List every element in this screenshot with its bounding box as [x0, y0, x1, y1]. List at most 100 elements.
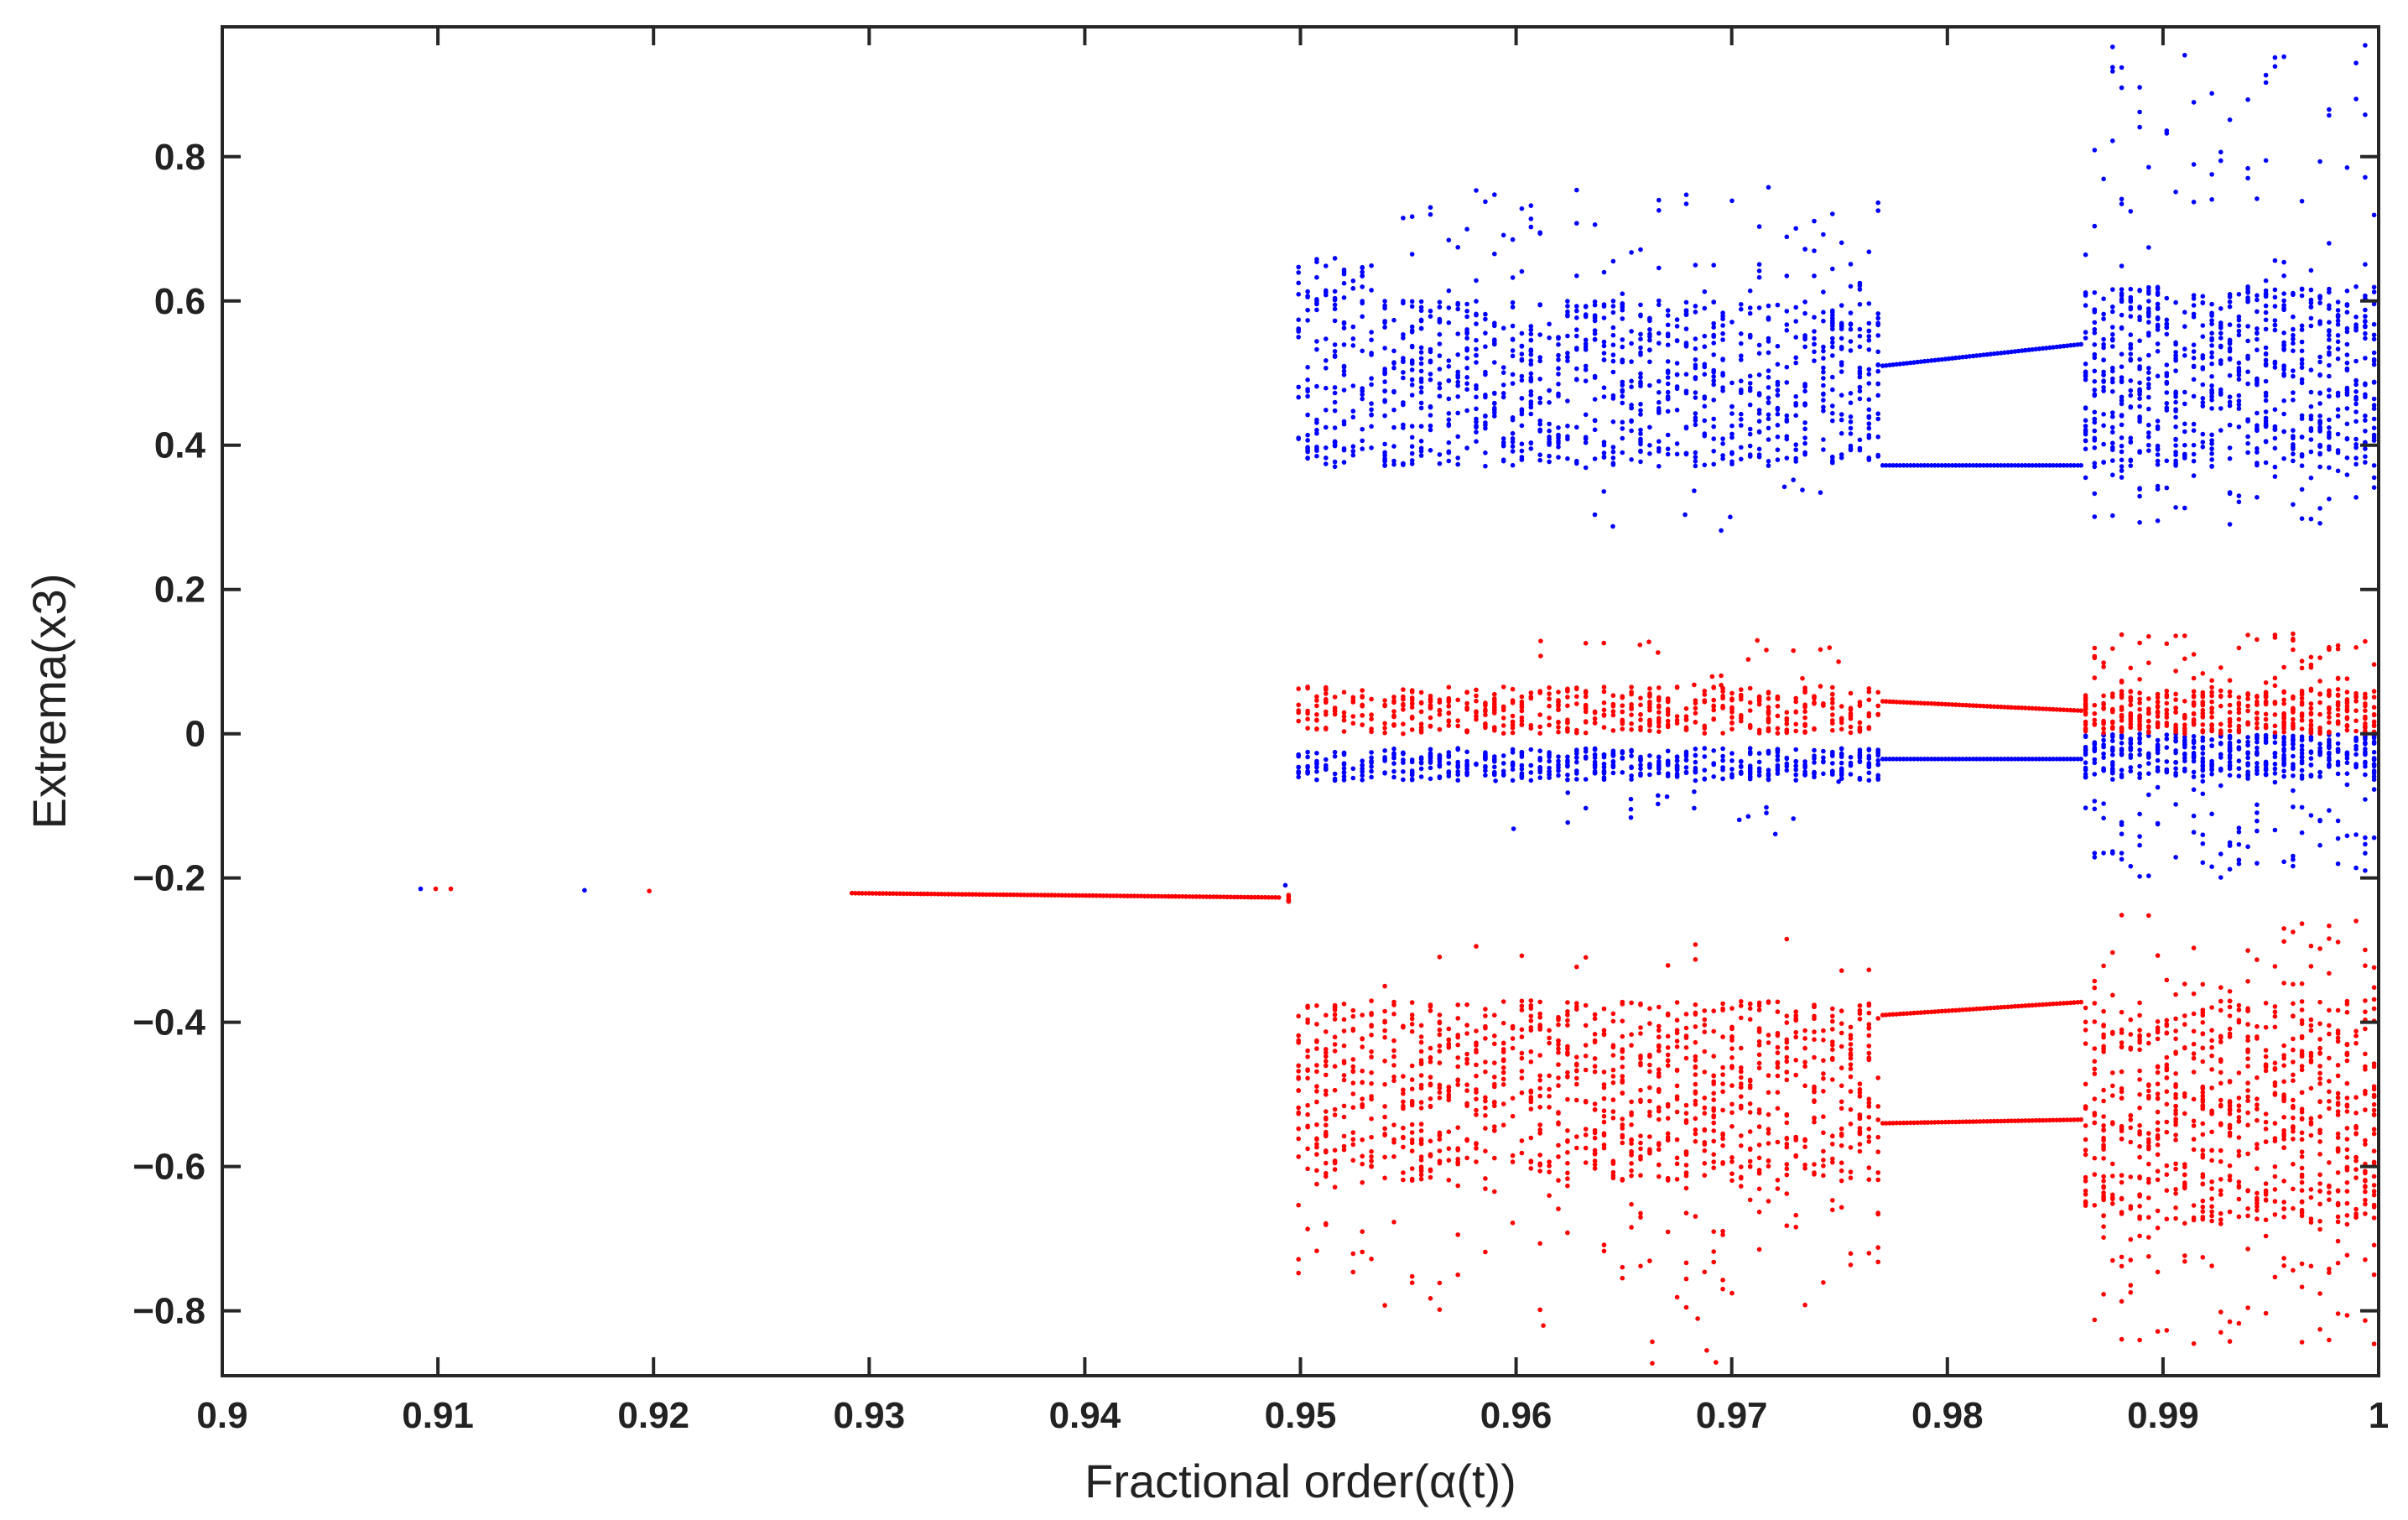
data-point: [1629, 721, 1634, 726]
data-point: [2353, 394, 2359, 400]
data-point: [2092, 799, 2098, 804]
data-point: [2110, 458, 2115, 463]
data-point: [2043, 1002, 2049, 1007]
data-point: [1702, 462, 1708, 468]
data-point: [2291, 434, 2296, 439]
data-point: [1401, 462, 1406, 467]
data-point: [1360, 1249, 1365, 1255]
data-point: [1857, 280, 1863, 286]
data-point: [1629, 329, 1634, 334]
data-point: [1519, 1055, 1525, 1061]
data-point: [1350, 766, 1356, 772]
data-point: [1739, 1069, 1744, 1074]
data-point: [1360, 769, 1365, 774]
data-point: [1683, 308, 1689, 313]
data-point: [1324, 1072, 1329, 1078]
data-point: [1674, 1083, 1680, 1089]
data-point: [1802, 1064, 1807, 1070]
data-point: [2227, 491, 2233, 497]
data-point: [1409, 1016, 1415, 1022]
data-point: [1483, 414, 1488, 419]
data-point: [2263, 362, 2269, 368]
data-point: [2255, 326, 2260, 331]
data-point: [1409, 435, 1415, 440]
data-point: [2040, 706, 2046, 711]
data-point: [1510, 767, 1516, 772]
data-point: [1418, 1172, 1424, 1178]
data-point: [1857, 326, 1863, 332]
data-point: [2371, 475, 2377, 481]
data-point: [2291, 336, 2296, 342]
data-point: [1884, 757, 1889, 762]
data-point: [1848, 425, 1854, 431]
data-point: [2255, 450, 2260, 455]
data-point: [1382, 1303, 1387, 1308]
data-point: [1464, 347, 1469, 353]
data-point: [1528, 1002, 1534, 1008]
data-point: [1925, 757, 1931, 762]
data-point: [2245, 761, 2250, 766]
data-point: [1305, 1003, 1310, 1009]
data-point: [1656, 1067, 1662, 1072]
data-point: [1547, 775, 1552, 780]
data-point: [1296, 774, 1301, 780]
data-point: [1500, 232, 1506, 238]
data-point: [2119, 443, 2125, 449]
data-point: [1665, 761, 1671, 766]
data-point: [1830, 691, 1835, 697]
data-point: [1519, 752, 1525, 757]
data-point: [1857, 287, 1863, 292]
data-point: [1418, 1128, 1424, 1133]
data-point: [1565, 1012, 1570, 1018]
data-point: [2327, 808, 2332, 813]
data-point: [1314, 1181, 1319, 1187]
data-point: [1455, 759, 1460, 765]
data-point: [2191, 745, 2197, 750]
data-point: [904, 891, 910, 897]
data-point: [2110, 734, 2115, 740]
data-point: [1720, 757, 1725, 763]
data-point: [2363, 841, 2368, 847]
data-point: [1492, 757, 1497, 762]
data-point: [1360, 712, 1365, 718]
data-point: [1474, 1141, 1479, 1146]
data-point: [1683, 1210, 1689, 1215]
data-point: [1970, 1007, 1976, 1012]
data-point: [2023, 1118, 2028, 1123]
data-point: [1341, 761, 1347, 766]
data-point: [1784, 1223, 1790, 1228]
data-point: [1474, 709, 1479, 714]
data-point: [2137, 487, 2142, 492]
data-point: [1683, 201, 1689, 206]
data-point: [1981, 463, 1986, 468]
data-point: [2255, 802, 2260, 808]
data-point: [1784, 1077, 1790, 1083]
data-point: [1857, 727, 1863, 732]
data-point: [1369, 774, 1374, 780]
data-point: [2363, 356, 2368, 361]
data-point: [1638, 375, 1643, 380]
data-point: [1784, 1136, 1790, 1142]
data-point: [1369, 337, 1374, 343]
data-point: [1857, 755, 1863, 760]
data-point: [1995, 463, 2000, 468]
data-point: [1784, 364, 1790, 370]
data-point: [1332, 695, 1338, 700]
data-point: [1610, 445, 1616, 450]
data-point: [1610, 449, 1616, 455]
data-point: [1766, 416, 1771, 422]
data-point: [1492, 337, 1497, 342]
data-point: [1711, 1097, 1716, 1102]
data-point: [939, 892, 944, 897]
data-point: [1556, 1017, 1561, 1023]
data-point: [1464, 301, 1469, 307]
data-point: [1756, 1169, 1762, 1175]
data-point: [1446, 1129, 1452, 1134]
data-point: [960, 892, 965, 897]
data-point: [1793, 447, 1798, 452]
data-point: [1428, 403, 1433, 409]
data-point: [2137, 387, 2142, 393]
data-point: [1401, 332, 1406, 337]
data-point: [1382, 319, 1387, 324]
data-point: [1830, 1018, 1835, 1024]
